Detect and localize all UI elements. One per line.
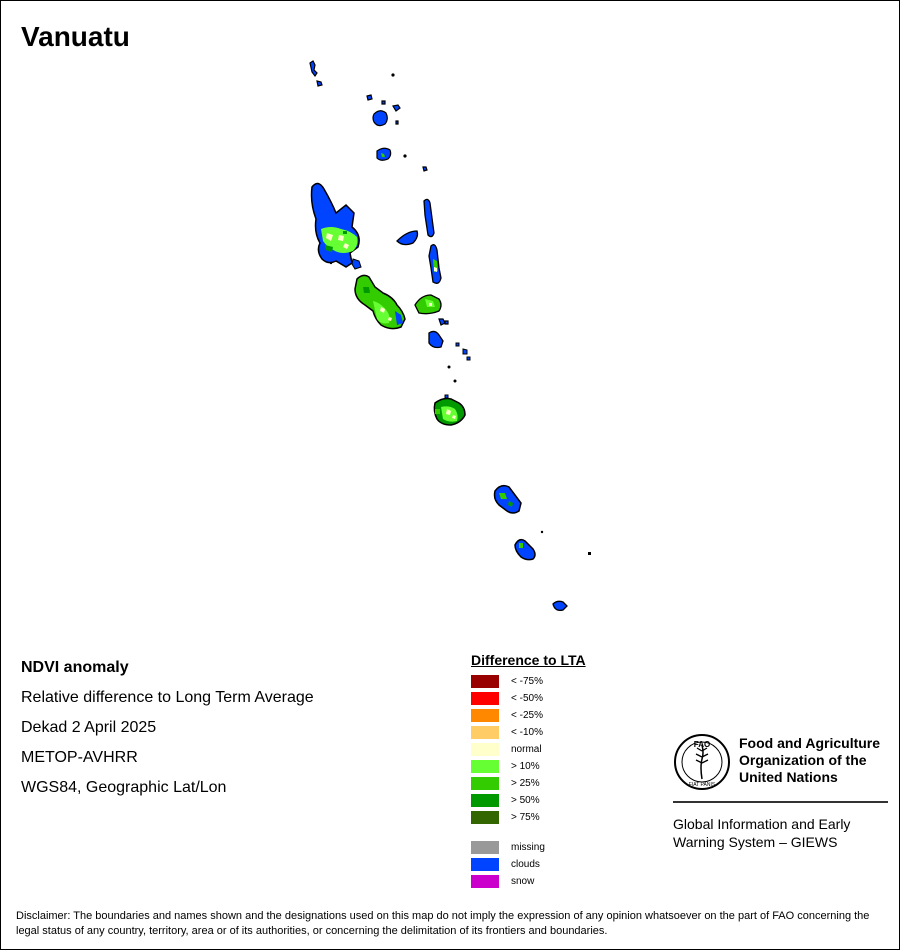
legend-label: > 50% — [511, 795, 540, 806]
legend-special: missing clouds snow — [471, 840, 586, 891]
legend-label: < -25% — [511, 710, 543, 721]
island-banks — [366, 94, 428, 172]
island-malekula — [354, 274, 406, 330]
legend-swatch — [471, 777, 499, 790]
metadata-sensor: METOP-AVHRR — [21, 749, 138, 766]
legend-swatch — [471, 760, 499, 773]
legend-label: snow — [511, 876, 535, 887]
legend-item: normal — [471, 742, 586, 759]
legend-swatch — [471, 811, 499, 824]
legend-item: < -10% — [471, 725, 586, 742]
island-aneityum — [552, 600, 568, 612]
legend-label: clouds — [511, 859, 540, 870]
island-paama — [438, 318, 449, 326]
legend-item: < -75% — [471, 674, 586, 691]
fao-organization-name: Food and Agriculture Organization of the… — [739, 735, 881, 785]
fao-divider — [673, 801, 888, 803]
legend-label: missing — [511, 842, 545, 853]
legend-label: < -10% — [511, 727, 543, 738]
legend-title: Difference to LTA — [471, 652, 586, 668]
metadata-period: Dekad 2 April 2025 — [21, 719, 157, 736]
island-torres — [309, 60, 395, 87]
disclaimer-text: Disclaimer: The boundaries and names sho… — [16, 910, 870, 937]
legend-label: > 25% — [511, 778, 540, 789]
legend-swatch — [471, 875, 499, 888]
map-metadata: NDVI anomaly Relative difference to Long… — [21, 657, 314, 807]
legend-label: < -50% — [511, 693, 543, 704]
legend-item: < -25% — [471, 708, 586, 725]
legend-swatch — [471, 841, 499, 854]
island-tanna — [514, 530, 591, 561]
legend-classes: < -75% < -50% < -25% < -10% normal > 10% > 25%… — [471, 674, 586, 827]
legend-swatch — [471, 726, 499, 739]
giews-program-name: Global Information and Early Warning Sys… — [673, 816, 851, 850]
legend-item: > 25% — [471, 776, 586, 793]
island-erromango — [493, 484, 522, 514]
island-ambae — [396, 230, 419, 246]
legend-swatch — [471, 794, 499, 807]
legend-item: > 10% — [471, 759, 586, 776]
legend-label: < -75% — [511, 676, 543, 687]
metadata-product: NDVI anomaly — [21, 659, 129, 676]
legend-swatch — [471, 709, 499, 722]
island-epi — [428, 330, 444, 349]
island-efate — [433, 397, 466, 426]
legend-swatch — [471, 675, 499, 688]
legend-item: clouds — [471, 857, 586, 874]
legend-label: > 75% — [511, 812, 540, 823]
fao-emblem-motto: FIAT PANIS — [689, 782, 716, 788]
legend-item: missing — [471, 840, 586, 857]
island-espiritu-santo — [310, 182, 362, 270]
legend-item: > 50% — [471, 793, 586, 810]
island-maewo — [423, 198, 435, 238]
fao-emblem-letters: FAO — [694, 740, 710, 749]
legend-swatch — [471, 858, 499, 871]
legend: Difference to LTA < -75% < -50% < -25% < -1… — [471, 652, 586, 891]
legend-item: < -50% — [471, 691, 586, 708]
island-ambrym — [414, 294, 442, 315]
map-title: Vanuatu — [21, 21, 130, 52]
metadata-projection: WGS84, Geographic Lat/Lon — [21, 779, 227, 796]
legend-item: > 75% — [471, 810, 586, 827]
island-shepherds — [444, 342, 471, 399]
legend-swatch — [471, 692, 499, 705]
legend-item: snow — [471, 874, 586, 891]
legend-swatch — [471, 743, 499, 756]
fao-emblem-icon: FAO FIAT PANIS — [674, 734, 730, 790]
legend-label: normal — [511, 744, 542, 755]
island-pentecost — [428, 244, 442, 284]
metadata-description: Relative difference to Long Term Average — [21, 689, 314, 706]
legend-label: > 10% — [511, 761, 540, 772]
map-canvas — [309, 60, 591, 612]
